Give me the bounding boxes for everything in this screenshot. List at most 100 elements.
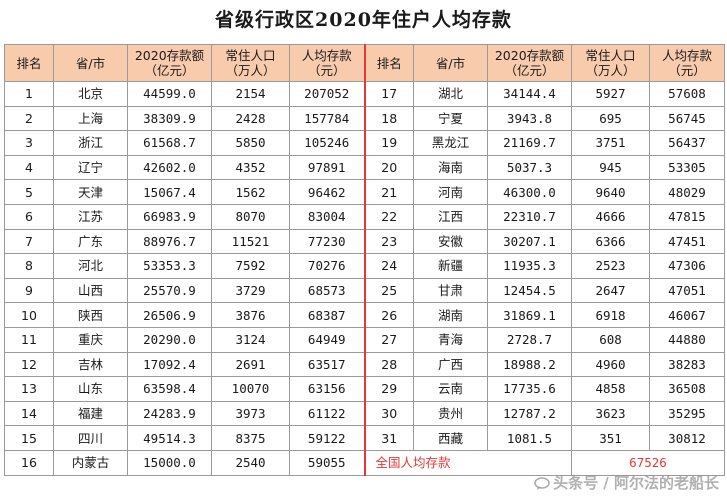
table-row: 14 福建 24283.9 3973 61122 30 贵州 12787.2 3623 35295 — [4, 400, 725, 427]
cell-per-capita: 47051 — [649, 277, 725, 304]
cell-rank: 8 — [4, 253, 54, 279]
cell-deposit: 46300.0 — [487, 179, 572, 205]
cell-deposit: 24283.9 — [127, 400, 212, 427]
cell-province: 广东 — [53, 228, 128, 255]
table-row: 5 天津 15067.4 1562 96462 21 河南 46300.0 9640 48029 — [4, 179, 725, 205]
cell-deposit: 25570.9 — [127, 277, 212, 304]
cell-province: 天津 — [53, 179, 128, 205]
cell-province: 海南 — [413, 154, 488, 181]
table-row: 10 陕西 26506.9 3876 68387 26 湖南 31869.1 6918 46067 — [4, 302, 725, 328]
cell-province: 辽宁 — [53, 154, 128, 181]
cell-rank: 23 — [363, 228, 414, 255]
cell-province: 浙江 — [53, 130, 128, 156]
header-province: 省/市 — [53, 44, 128, 82]
cell-population: 6918 — [571, 302, 650, 328]
cell-per-capita: 53305 — [649, 154, 725, 181]
table-row: 9 山西 25570.9 3729 68573 25 甘肃 12454.5 2647 47051 — [4, 277, 725, 304]
cell-deposit: 1081.5 — [487, 425, 572, 451]
header-deposit: 2020存款额 （亿元） — [487, 44, 572, 82]
cell-deposit: 12454.5 — [487, 277, 572, 304]
cell-population: 2523 — [571, 253, 650, 279]
cell-deposit: 53353.3 — [127, 253, 212, 279]
table-title: 省级行政区2020年住户人均存款 — [215, 9, 512, 31]
cell-rank: 20 — [363, 154, 414, 181]
cell-population: 3124 — [211, 326, 290, 353]
cell-per-capita: 59122 — [289, 425, 365, 451]
cell-rank: 24 — [363, 253, 414, 279]
cell-population: 3623 — [571, 400, 650, 427]
cell-province: 贵州 — [413, 400, 488, 427]
cell-rank: 14 — [4, 400, 54, 427]
cell-rank: 18 — [363, 105, 414, 132]
cell-population: 7592 — [211, 253, 290, 279]
cell-population: 9640 — [571, 179, 650, 205]
header-per-capita: 人均存款 （元） — [649, 44, 725, 82]
cell-province: 宁夏 — [413, 105, 488, 132]
cell-per-capita: 47815 — [649, 203, 725, 230]
cell-rank: 31 — [363, 425, 414, 451]
cell-rank: 26 — [363, 302, 414, 328]
cell-deposit: 34144.4 — [487, 81, 572, 107]
cell-per-capita: 59055 — [289, 449, 365, 476]
cell-rank: 22 — [363, 203, 414, 230]
cell-population: 3751 — [571, 130, 650, 156]
header-population: 常住人口 （万人） — [571, 44, 650, 82]
cell-province: 湖北 — [413, 81, 488, 107]
table-row: 13 山东 63598.4 10070 63156 29 云南 17735.6 4858 3650… — [4, 376, 725, 402]
cell-population: 3876 — [211, 302, 290, 328]
cell-population: 4960 — [571, 351, 650, 378]
cell-deposit: 66983.9 — [127, 203, 212, 230]
cell-per-capita: 35295 — [649, 400, 725, 427]
cell-province: 云南 — [413, 376, 488, 402]
cell-deposit: 21169.7 — [487, 130, 572, 156]
table-row: 11 重庆 20290.0 3124 64949 27 青海 2728.7 608 44880 — [4, 326, 725, 353]
cell-per-capita: 83004 — [289, 203, 365, 230]
cell-province: 甘肃 — [413, 277, 488, 304]
cell-population: 8375 — [211, 425, 290, 451]
cell-population: 2540 — [211, 449, 290, 476]
cell-per-capita: 47306 — [649, 253, 725, 279]
cell-deposit: 11935.3 — [487, 253, 572, 279]
cell-province: 内蒙古 — [53, 449, 128, 476]
cell-rank: 3 — [4, 130, 54, 156]
cell-deposit: 5037.3 — [487, 154, 572, 181]
header-per-capita: 人均存款 （元） — [289, 44, 365, 82]
cell-population: 5927 — [571, 81, 650, 107]
cell-per-capita: 30812 — [649, 425, 725, 451]
cell-province: 江西 — [413, 203, 488, 230]
cell-province: 福建 — [53, 400, 128, 427]
cell-population: 351 — [571, 425, 650, 451]
cell-deposit: 17735.6 — [487, 376, 572, 402]
cell-deposit: 38309.9 — [127, 105, 212, 132]
table-row: 7 广东 88976.7 11521 77230 23 安徽 30207.1 6366 47451 — [4, 228, 725, 255]
cell-province: 上海 — [53, 105, 128, 132]
table-row: 15 四川 49514.3 8375 59122 31 西藏 1081.5 351 30812 — [4, 425, 725, 451]
cell-population: 6366 — [571, 228, 650, 255]
spreadsheet: 排名 省/市 2020存款额 （亿元） 常住人口 （万人） 人均存款 （元） 排名 省… — [4, 44, 725, 488]
cell-per-capita: 70276 — [289, 253, 365, 279]
cell-rank: 4 — [4, 154, 54, 181]
cell-deposit: 17092.4 — [127, 351, 212, 378]
cell-deposit: 44599.0 — [127, 81, 212, 107]
cell-deposit: 42602.0 — [127, 154, 212, 181]
cell-province: 山东 — [53, 376, 128, 402]
cell-per-capita: 36508 — [649, 376, 725, 402]
table-row: 3 浙江 61568.7 5850 105246 19 黑龙江 21169.7 3751 5643… — [4, 130, 725, 156]
cell-rank: 13 — [4, 376, 54, 402]
cell-population: 2647 — [571, 277, 650, 304]
cell-deposit: 2728.7 — [487, 326, 572, 353]
cell-rank: 28 — [363, 351, 414, 378]
cell-province: 河南 — [413, 179, 488, 205]
cell-rank: 10 — [4, 302, 54, 328]
cell-deposit: 20290.0 — [127, 326, 212, 353]
cell-population: 4858 — [571, 376, 650, 402]
table-row: 16 内蒙古 15000.0 2540 59055 全国人均存款 67526 — [4, 449, 725, 476]
national-average-value: 67526 — [571, 449, 725, 476]
header-row: 排名 省/市 2020存款额 （亿元） 常住人口 （万人） 人均存款 （元） 排名 省… — [4, 44, 725, 82]
header-population: 常住人口 （万人） — [211, 44, 290, 82]
table-row: 6 江苏 66983.9 8070 83004 22 江西 22310.7 4666 47815 — [4, 203, 725, 230]
table-row: 12 吉林 17092.4 2691 63517 28 广西 18988.2 4960 38283 — [4, 351, 725, 378]
cell-province: 安徽 — [413, 228, 488, 255]
cell-province: 吉林 — [53, 351, 128, 378]
cell-rank: 12 — [4, 351, 54, 378]
